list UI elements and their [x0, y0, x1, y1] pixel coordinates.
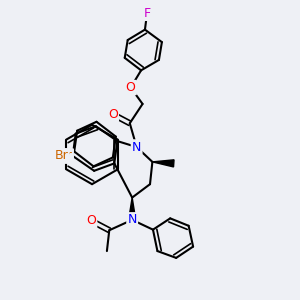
Text: Br: Br	[55, 149, 68, 162]
Text: F: F	[143, 7, 151, 20]
Text: O: O	[86, 214, 96, 227]
Text: N: N	[132, 140, 141, 154]
Text: N: N	[128, 213, 137, 226]
Text: Br: Br	[59, 149, 73, 162]
Polygon shape	[152, 160, 174, 167]
Text: O: O	[108, 108, 118, 121]
Polygon shape	[129, 198, 136, 220]
Text: O: O	[126, 81, 136, 94]
